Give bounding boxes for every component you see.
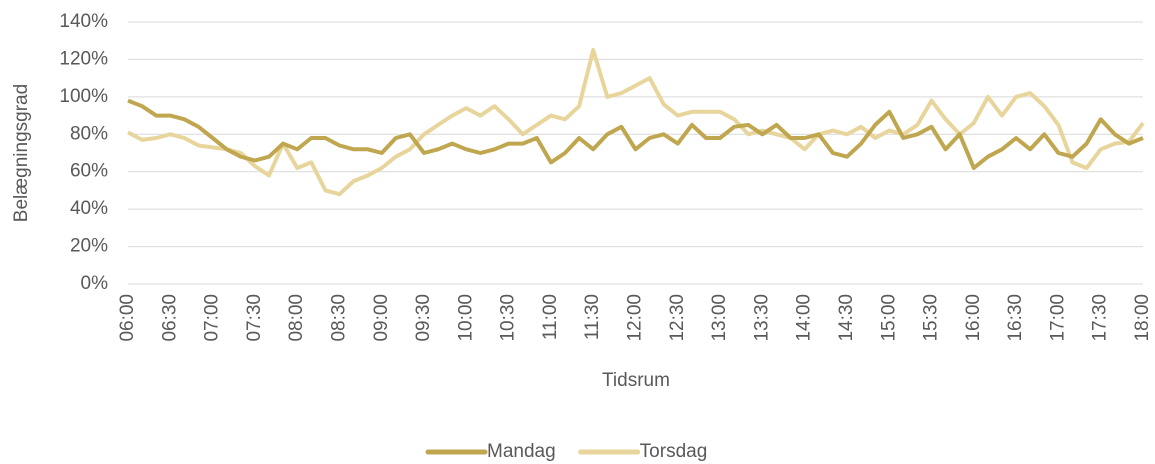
x-tick-label: 16:00: [963, 294, 984, 342]
x-tick-label: 09:30: [413, 294, 434, 342]
y-tick-label: 0%: [81, 273, 109, 294]
y-tick-label: 100%: [59, 86, 108, 107]
y-tick-label: 20%: [70, 236, 108, 257]
x-tick-label: 08:30: [328, 294, 349, 342]
x-tick-label: 15:00: [878, 294, 899, 342]
x-tick-label: 09:00: [371, 294, 392, 342]
x-tick-label: 06:30: [159, 294, 180, 342]
x-tick-label: 14:30: [836, 294, 857, 342]
x-tick-label: 12:00: [625, 294, 646, 342]
x-tick-label: 13:00: [709, 294, 730, 342]
y-tick-label: 140%: [59, 11, 108, 32]
x-tick-label: 07:30: [244, 294, 265, 342]
series-line: [127, 48, 1145, 197]
x-tick-label: 10:30: [498, 294, 519, 342]
x-tick-label: 13:30: [751, 294, 772, 342]
x-tick-label: 16:30: [1005, 294, 1026, 342]
y-tick-label: 60%: [70, 161, 108, 182]
series-line: [127, 98, 1144, 170]
x-tick-label: 10:00: [455, 294, 476, 342]
x-tick-label: 17:30: [1090, 294, 1111, 342]
x-tick-label: 11:00: [540, 294, 561, 340]
y-tick-label: 120%: [59, 48, 108, 69]
y-tick-label: 40%: [70, 198, 108, 219]
x-tick-label: 08:00: [286, 294, 307, 342]
x-tick-label: 06:00: [117, 294, 138, 342]
x-tick-label: 14:00: [794, 294, 815, 342]
legend-label: Mandag: [487, 441, 556, 462]
x-tick-label: 18:00: [1132, 294, 1153, 342]
x-tick-label: 12:30: [667, 294, 688, 342]
x-tick-label: 11:30: [582, 294, 603, 340]
y-tick-label: 80%: [70, 123, 108, 144]
x-tick-label: 17:00: [1047, 294, 1068, 342]
x-tick-label: 15:30: [921, 294, 942, 342]
legend-label: Torsdag: [640, 441, 708, 462]
x-axis-title: Tidsrum: [602, 370, 670, 391]
x-tick-label: 07:00: [202, 294, 223, 342]
y-axis-title: Belægningsgrad: [11, 84, 32, 222]
